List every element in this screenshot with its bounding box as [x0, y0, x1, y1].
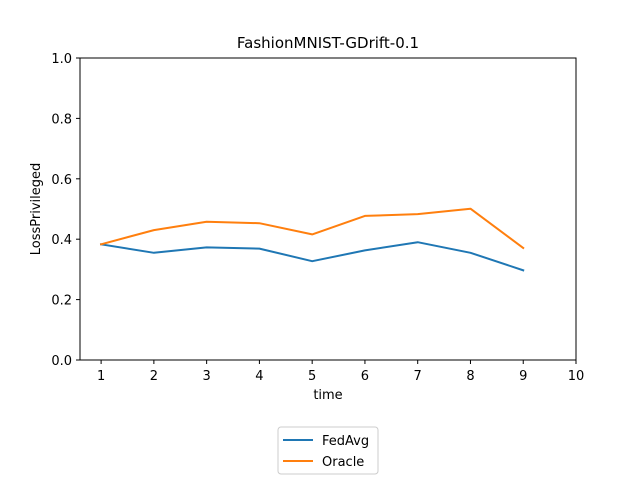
y-tick-label: 0.4 — [51, 233, 72, 248]
x-axis-title: time — [313, 388, 342, 403]
chart-title: FashionMNIST-GDrift-0.1 — [237, 34, 419, 52]
y-tick-label: 0.0 — [51, 354, 72, 369]
series-line-oracle — [99, 207, 525, 250]
legend: FedAvg Oracle — [277, 426, 379, 475]
x-tick-label: 5 — [308, 369, 316, 384]
plot-frame — [79, 57, 577, 361]
y-axis-title: LossPrivileged — [29, 163, 44, 256]
series-layer — [99, 207, 525, 272]
x-tick-label: 6 — [361, 369, 369, 384]
x-tick-label: 9 — [519, 369, 527, 384]
y-tick-label: 0.8 — [51, 112, 72, 127]
x-tick-label: 7 — [414, 369, 422, 384]
x-tick-label: 3 — [202, 369, 210, 384]
x-axis: 1 2 3 4 5 6 7 8 9 10 — [97, 360, 584, 384]
legend-label-oracle: Oracle — [322, 455, 364, 470]
legend-label-fedavg: FedAvg — [322, 434, 369, 449]
y-tick-label: 0.2 — [51, 294, 72, 309]
x-tick-label: 2 — [150, 369, 158, 384]
y-tick-label: 0.6 — [51, 173, 72, 188]
series-line-fedavg — [99, 241, 525, 272]
x-tick-label: 8 — [466, 369, 474, 384]
legend-box — [277, 426, 379, 475]
y-axis: 0.0 0.2 0.4 0.6 0.8 1.0 — [51, 52, 80, 369]
y-tick-label: 1.0 — [51, 52, 72, 67]
x-tick-label: 10 — [568, 369, 585, 384]
x-tick-label: 1 — [97, 369, 105, 384]
x-tick-label: 4 — [255, 369, 263, 384]
